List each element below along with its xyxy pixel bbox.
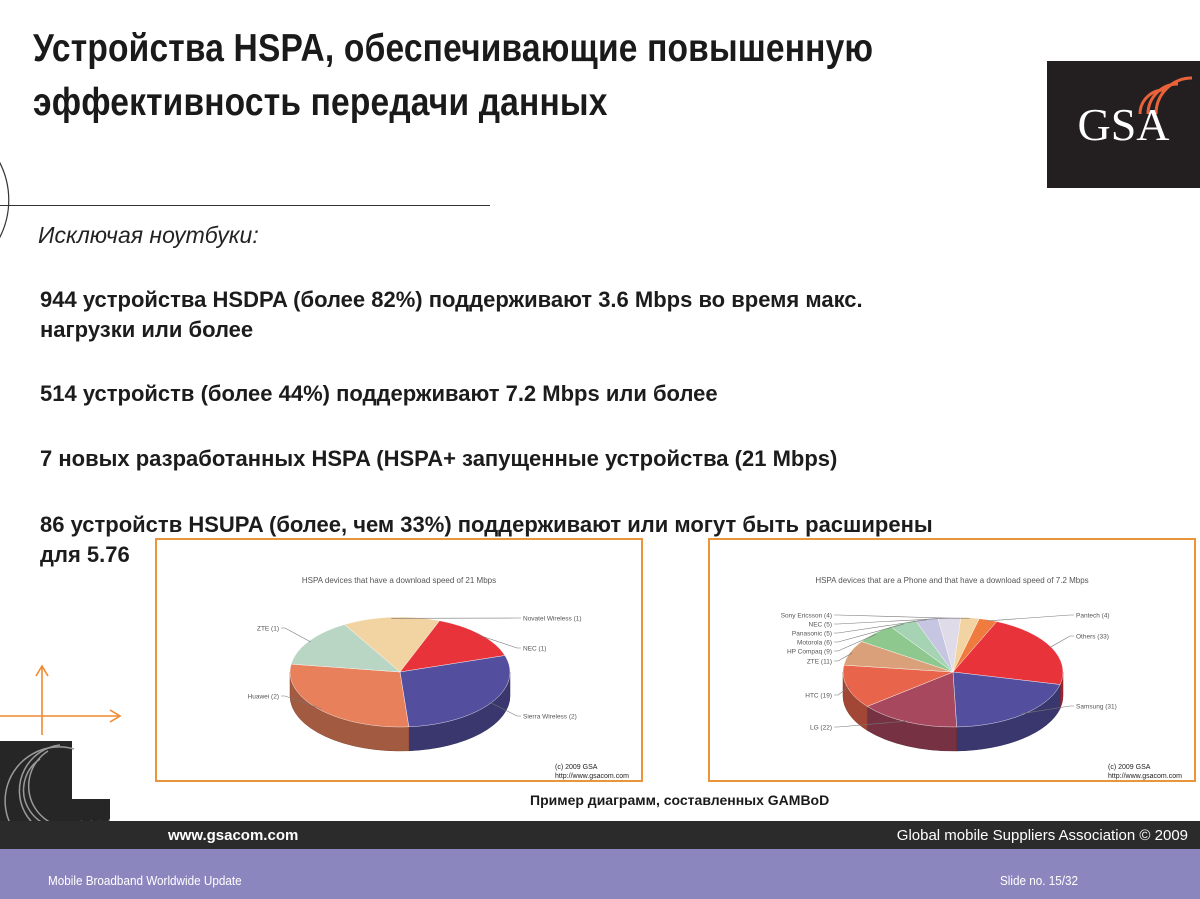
chart-2-label-3: LG (22) (810, 725, 832, 732)
page-title-line-2: эффективность передачи данных (33, 81, 608, 124)
chart-2-frame: HSPA devices that are a Phone and that h… (708, 538, 1196, 782)
decorative-corner-graphic (0, 741, 110, 821)
chart-1-slice-nec (399, 620, 506, 673)
chart-2-label-9: NEC (5) (809, 622, 832, 629)
chart-2-label-2: Samsung (31) (1076, 704, 1117, 711)
chart-2-copyright-line-1: (c) 2009 GSA (1108, 764, 1151, 771)
chart-2-leader-6 (834, 633, 877, 652)
chart-2-label-1: Others (33) (1076, 634, 1109, 641)
chart-1-copyright-line-2: http://www.gsacom.com (555, 773, 629, 780)
chart-1-copyright: (c) 2009 GSA http://www.gsacom.com (555, 763, 629, 781)
chart-2-leader-0 (987, 614, 1074, 622)
chart-2-leader-8 (834, 619, 927, 634)
chart-1-label-2: Sierra Wireless (2) (523, 714, 577, 721)
chart-2-leader-9 (834, 617, 950, 625)
chart-2-copyright-line-2: http://www.gsacom.com (1108, 773, 1182, 780)
bullet-1-line-2: нагрузки или более (40, 317, 254, 342)
chart-1-label-1: NEC (1) (523, 646, 546, 653)
bullet-1: 944 устройства HSDPA (более 82%) поддерж… (40, 285, 863, 345)
chart-2-slice-sony-ericsson (952, 616, 980, 673)
chart-2-leader-3 (834, 720, 909, 728)
chart-1-leader-1 (478, 634, 521, 649)
website-link[interactable]: www.gsacom.com (168, 827, 299, 844)
chart-1-copyright-line-1: (c) 2009 GSA (555, 764, 598, 771)
bullet-4-line-2: для 5.76 (40, 542, 130, 567)
chart-1-label-4: ZTE (1) (257, 626, 279, 633)
page-title-line-1: Устройства HSPA, обеспечивающие повышенн… (33, 27, 874, 70)
title-divider (0, 205, 490, 206)
bullet-3: 7 новых разработанных HSPA (HSPA+ запуще… (40, 446, 838, 471)
page-title: Устройства HSPA, обеспечивающие повышенн… (33, 22, 893, 130)
chart-2-pie: Pantech (4) Others (33) Samsung (31) LG (22… (781, 613, 1117, 752)
chart-2-label-8: Panasonic (5) (792, 631, 832, 638)
footer-dark-bar (0, 821, 1200, 849)
decorative-arrow-icon (0, 664, 122, 735)
bullet-4-line-1: 86 устройств HSUPA (более, чем 33%) подд… (40, 512, 933, 537)
intro-text: Исключая ноутбуки: (38, 222, 259, 248)
chart-2-title: HSPA devices that are a Phone and that h… (815, 576, 1089, 585)
footer-presentation-title: Mobile Broadband Worldwide Update (48, 873, 242, 888)
chart-2-leader-5 (834, 652, 853, 662)
chart-1-frame: HSPA devices that have a download speed … (155, 538, 643, 782)
chart-1-label-0: Novatel Wireless (1) (523, 616, 582, 623)
chart-1-leader-3 (281, 695, 322, 710)
slide-number: Slide no. 15/32 (1000, 873, 1079, 888)
chart-caption: Пример диаграмм, составленных GAMBoD (530, 792, 830, 808)
chart-2-copyright: (c) 2009 GSA http://www.gsacom.com (1108, 763, 1182, 781)
chart-1-leader-2 (489, 701, 521, 717)
chart-2-leader-1 (1049, 635, 1074, 649)
chart-2-slice-htc (842, 664, 954, 707)
gsa-logo-arcs-icon (1138, 76, 1193, 115)
chart-2-leader-7 (834, 623, 904, 643)
chart-1-leader-4 (281, 627, 311, 643)
bullet-1-line-1: 944 устройства HSDPA (более 82%) поддерж… (40, 287, 863, 312)
chart-1-slice-zte (290, 624, 401, 673)
chart-2-leader-4 (834, 686, 850, 696)
decorative-circle (0, 161, 10, 239)
association-text: Global mobile Suppliers Association © 20… (896, 827, 1188, 844)
chart-2-label-4: HTC (19) (805, 693, 832, 700)
gsa-logo-text: GSA (1077, 99, 1170, 150)
chart-2-leader-10 (834, 614, 970, 620)
footer-purple-bar (0, 849, 1200, 899)
bullet-4: 86 устройств HSUPA (более, чем 33%) подд… (40, 510, 933, 570)
chart-2-label-10: Sony Ericsson (4) (781, 613, 832, 620)
chart-1-title: HSPA devices that have a download speed … (301, 576, 497, 585)
chart-2-label-0: Pantech (4) (1076, 613, 1110, 620)
chart-2-slice-others (952, 621, 1064, 685)
bullet-2: 514 устройств (более 44%) поддерживают 7… (40, 381, 718, 406)
chart-2-label-5: ZTE (11) (807, 659, 832, 666)
chart-1-label-3: Huawei (2) (248, 694, 279, 701)
chart-2-leader-2 (1021, 705, 1074, 714)
chart-1-slice-novatel-wireless (344, 616, 440, 673)
chart-1-pie: Novatel Wireless (1) NEC (1) Sierra Wirele… (248, 616, 582, 752)
chart-2-slice-lg (866, 671, 957, 728)
chart-2-label-7: Motorola (6) (797, 640, 832, 647)
chart-1-slice-huawei (289, 663, 410, 728)
chart-2-slice-samsung (952, 671, 1061, 728)
chart-2-label-6: HP Compaq (9) (787, 649, 832, 656)
